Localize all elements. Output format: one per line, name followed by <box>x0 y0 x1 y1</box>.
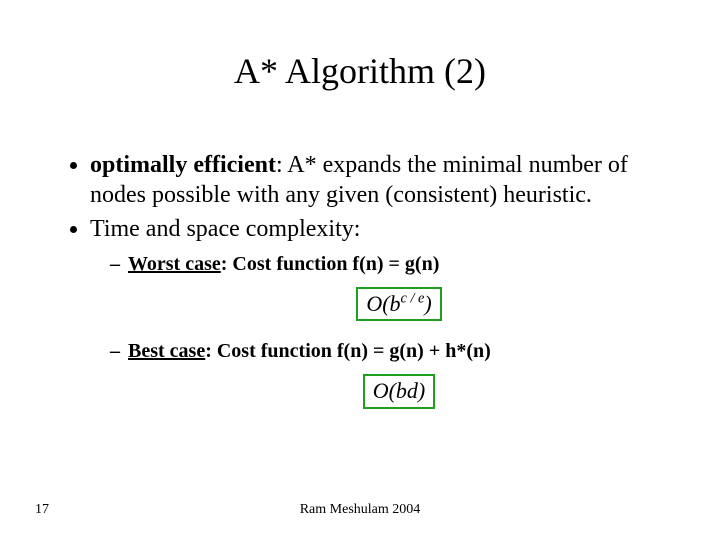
worst-formula-exponent: c / e <box>401 291 425 307</box>
slide-title: A* Algorithm (2) <box>0 50 720 92</box>
worst-formula-close: ) <box>424 291 431 316</box>
slide: A* Algorithm (2) optimally efficient: A*… <box>0 0 720 540</box>
sub-worst-case: Worst case: Cost function f(n) = g(n) O(… <box>110 252 670 321</box>
worst-case-formula: O(bc / e) <box>356 287 441 321</box>
worst-formula-base: O(b <box>366 291 400 316</box>
best-case-label: Best case <box>128 340 205 362</box>
bullet-bold-term: optimally efficient <box>90 152 276 178</box>
main-bullet-list: optimally efficient: A* expands the mini… <box>60 150 670 409</box>
worst-case-formula-row: O(bc / e) <box>128 287 670 321</box>
sub-bullet-list: Worst case: Cost function f(n) = g(n) O(… <box>90 252 670 409</box>
bullet-optimally-efficient: optimally efficient: A* expands the mini… <box>90 150 670 210</box>
footer-author: Ram Meshulam 2004 <box>0 502 720 518</box>
slide-body: optimally efficient: A* expands the mini… <box>60 150 670 427</box>
worst-case-rest: : Cost function f(n) = g(n) <box>221 253 440 275</box>
bullet-complexity-text: Time and space complexity: <box>90 216 360 242</box>
best-case-formula: O(bd) <box>363 374 436 408</box>
best-case-formula-row: O(bd) <box>128 374 670 408</box>
worst-case-label: Worst case <box>128 253 221 275</box>
sub-best-case: Best case: Cost function f(n) = g(n) + h… <box>110 339 670 408</box>
bullet-complexity: Time and space complexity: Worst case: C… <box>90 214 670 409</box>
best-case-rest: : Cost function f(n) = g(n) + h*(n) <box>205 340 491 362</box>
